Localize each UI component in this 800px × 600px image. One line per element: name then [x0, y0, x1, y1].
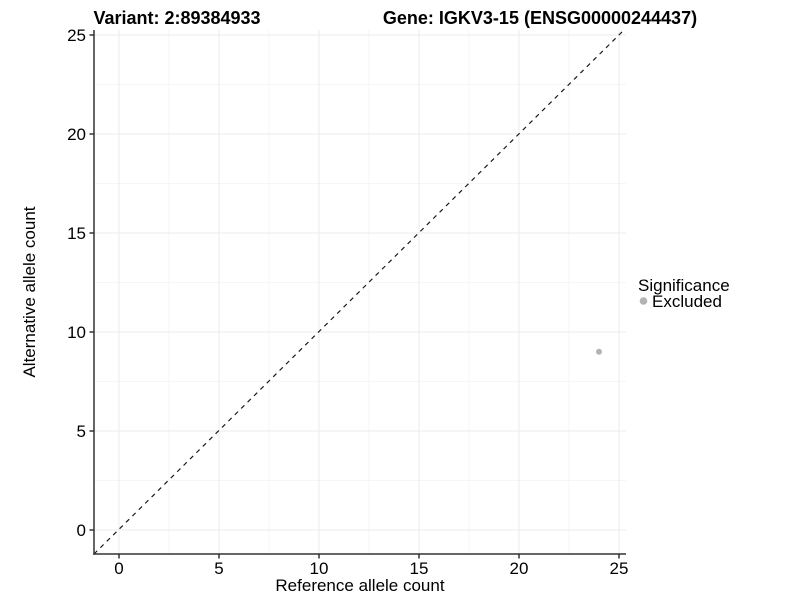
- y-tick-label-25: 25: [67, 26, 86, 45]
- axis-lines: [93, 30, 626, 555]
- plot-title-gene: Gene: IGKV3-15 (ENSG00000244437): [382, 8, 698, 28]
- x-tick-label-15: 15: [409, 559, 429, 578]
- y-tick-label-5: 5: [76, 422, 86, 441]
- x-tick-label-10: 10: [309, 559, 329, 578]
- x-tick-label-25: 25: [609, 559, 629, 578]
- y-tick-label-15: 15: [67, 224, 86, 243]
- legend-key-dot: [639, 297, 648, 305]
- x-tick-label-20: 20: [509, 559, 529, 578]
- legend-entry-excluded: Excluded: [652, 292, 722, 311]
- grid-minor-horizontal: [94, 84, 626, 481]
- identity-reference-line: [93, 29, 625, 555]
- grid-major-horizontal: [94, 34, 626, 531]
- legend-title: Significance: [638, 276, 730, 295]
- y-axis-title: Alternative allele count: [20, 206, 39, 378]
- y-tick-marks: [89, 34, 94, 531]
- data-point-excluded: [596, 348, 602, 355]
- grid-minor-vertical: [168, 30, 570, 554]
- y-tick-label-20: 20: [67, 125, 86, 144]
- grid-major-vertical: [118, 30, 620, 554]
- y-tick-label-0: 0: [76, 521, 86, 540]
- y-tick-label-10: 10: [67, 323, 86, 342]
- x-tick-label-0: 0: [114, 559, 124, 578]
- x-tick-label-5: 5: [214, 559, 224, 578]
- plot-title-variant: Variant: 2:89384933: [93, 8, 261, 28]
- x-tick-marks: [118, 554, 620, 559]
- x-axis-title: Reference allele count: [275, 576, 445, 595]
